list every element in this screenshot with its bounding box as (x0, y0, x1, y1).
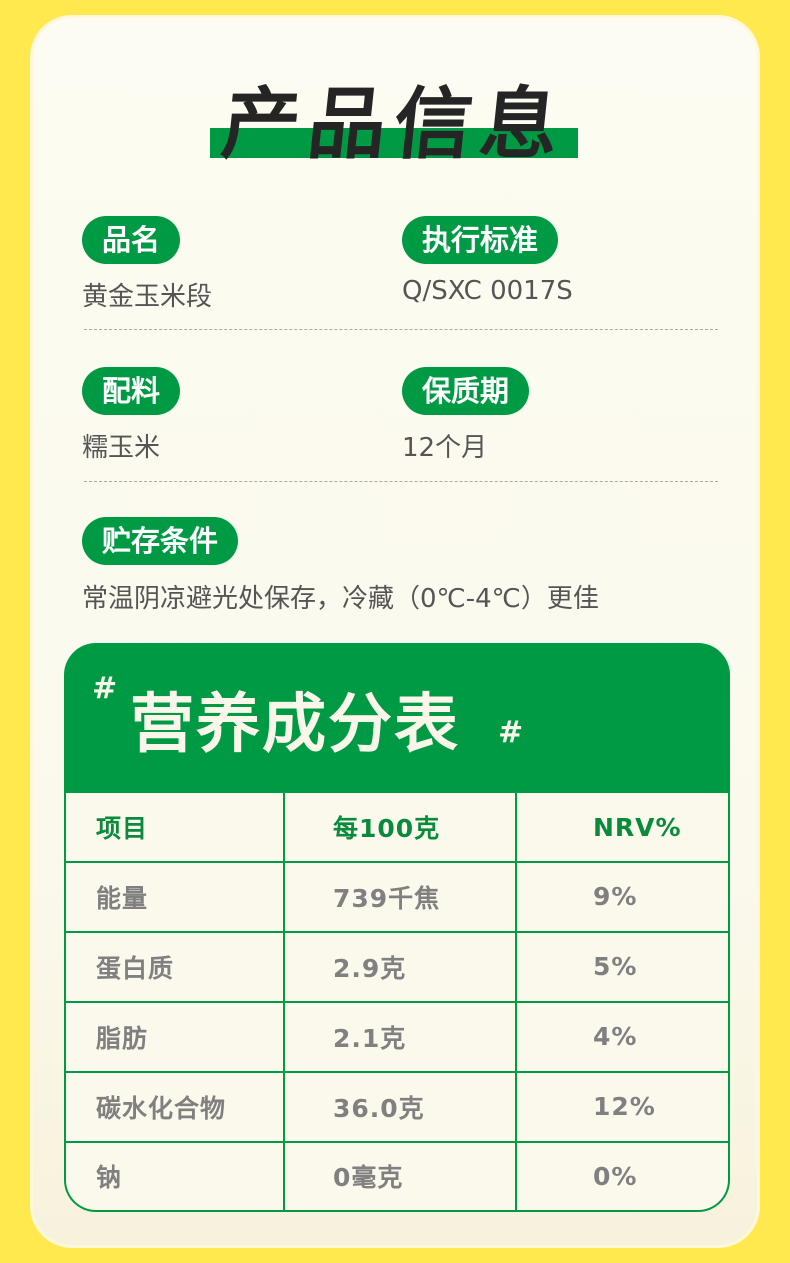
standard-value: Q/SXC 0017S (402, 276, 573, 306)
nutrient-amount: 0毫克 (283, 1140, 517, 1210)
nutrient-nrv: 12% (515, 1070, 728, 1143)
title-underline (210, 128, 578, 158)
header-nrv: NRV% (515, 793, 728, 863)
nutrient-nrv: 0% (515, 1140, 728, 1210)
table-row: 碳水化合物 36.0克 12% (66, 1070, 728, 1143)
nutrient-name: 能量 (66, 861, 285, 933)
nutrient-name: 碳水化合物 (66, 1070, 285, 1143)
nutrient-name: 蛋白质 (66, 930, 285, 1003)
shelf-life-label: 保质期 (402, 367, 530, 415)
ingredients-label: 配料 (82, 367, 181, 415)
nutrient-name: 钠 (66, 1140, 285, 1210)
standard-label: 执行标准 (402, 216, 559, 264)
nutrition-panel: # 营养成分表 # 项目 每100克 NRV% 能量 739千焦 9% 蛋白质 2.9… (64, 643, 730, 1212)
nutrient-nrv: 9% (515, 861, 728, 933)
shelf-life-value: 12个月 (402, 433, 488, 463)
table-row: 能量 739千焦 9% (66, 861, 728, 933)
name-label: 品名 (82, 216, 181, 264)
nutrition-table: 项目 每100克 NRV% 能量 739千焦 9% 蛋白质 2.9克 5% 脂肪 2.1克… (66, 793, 728, 1210)
table-row: 蛋白质 2.9克 5% (66, 930, 728, 1003)
divider (84, 481, 718, 482)
ingredients-value: 糯玉米 (82, 433, 161, 463)
nutrient-amount: 2.1克 (283, 1000, 517, 1073)
table-header-row: 项目 每100克 NRV% (66, 793, 728, 863)
storage-label: 贮存条件 (82, 517, 239, 565)
hash-decoration: # (92, 671, 118, 706)
nutrient-nrv: 5% (515, 930, 728, 1003)
storage-value: 常温阴凉避光处保存，冷藏（0℃-4℃）更佳 (82, 584, 599, 614)
page-title: 产品信息 (217, 80, 571, 170)
name-value: 黄金玉米段 (82, 282, 213, 312)
header-item: 项目 (66, 793, 285, 863)
divider (84, 329, 718, 330)
nutrition-title: 营养成分表 (130, 688, 460, 762)
nutrient-nrv: 4% (515, 1000, 728, 1073)
hash-decoration: # (498, 715, 524, 750)
table-row: 脂肪 2.1克 4% (66, 1000, 728, 1073)
nutrient-amount: 2.9克 (283, 930, 517, 1003)
nutrient-amount: 739千焦 (283, 861, 517, 933)
nutrient-amount: 36.0克 (283, 1070, 517, 1143)
table-row: 钠 0毫克 0% (66, 1140, 728, 1210)
header-per-100g: 每100克 (283, 793, 517, 863)
nutrient-name: 脂肪 (66, 1000, 285, 1073)
